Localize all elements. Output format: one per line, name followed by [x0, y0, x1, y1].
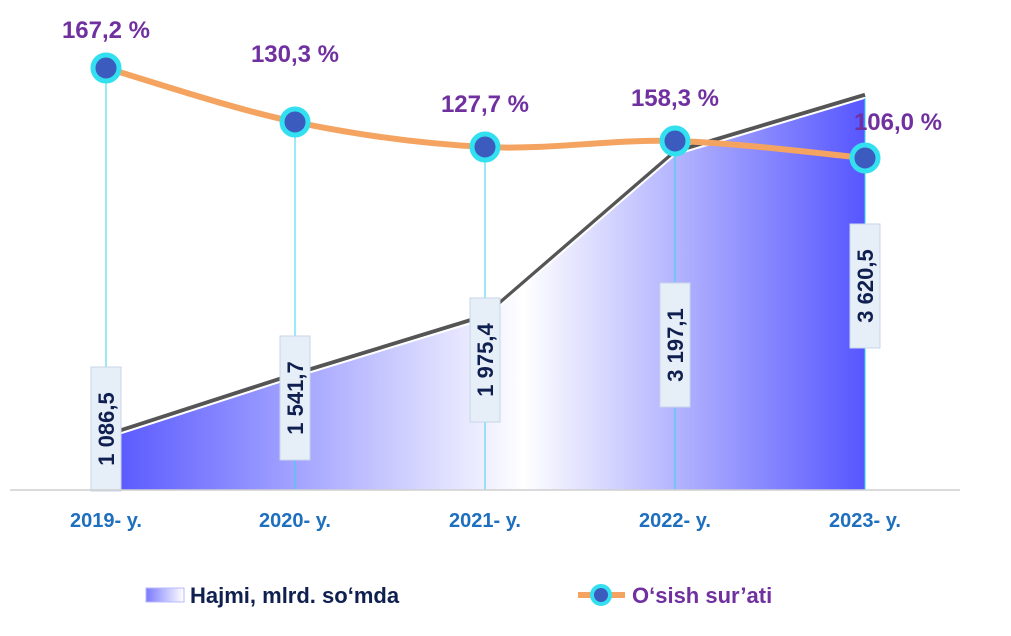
legend-swatch-growth-marker — [590, 584, 612, 606]
legend-label-volume: Hajmi, mlrd. so‘mda — [190, 583, 400, 608]
area-value-text: 1 975,4 — [473, 323, 498, 397]
area-value-text: 3 197,1 — [663, 308, 688, 381]
growth-rate-point — [90, 52, 122, 84]
growth-rate-point — [279, 106, 311, 138]
growth-rate-label: 130,3 % — [251, 41, 339, 68]
area-value-text: 1 086,5 — [94, 392, 119, 465]
area-value-box — [279, 335, 311, 461]
area-value-label: 1 975,4 — [469, 297, 501, 423]
x-tick-label: 2020- y. — [259, 510, 331, 532]
area-value-text: 3 620,5 — [853, 249, 878, 322]
area-value-label: 3 620,5 — [849, 223, 881, 349]
area-value-label: 1 541,7 — [279, 335, 311, 461]
growth-rate-point — [659, 125, 691, 157]
area-value-text: 1 541,7 — [283, 361, 308, 434]
legend-label-growth: O‘sish sur’ati — [632, 583, 772, 608]
x-tick-label: 2021- y. — [449, 510, 521, 532]
area-value-label: 1 086,5 — [90, 366, 122, 492]
area-value-box — [90, 366, 122, 492]
legend-swatch-volume — [145, 587, 185, 603]
area-value-box — [659, 282, 691, 408]
x-tick-label: 2019- y. — [70, 510, 142, 532]
area-value-box — [469, 297, 501, 423]
growth-rate-point — [469, 131, 501, 163]
growth-rate-label: 106,0 % — [854, 109, 942, 136]
area-value-label: 3 197,1 — [659, 282, 691, 408]
x-tick-label: 2023- y. — [829, 510, 901, 532]
area-value-box — [849, 223, 881, 349]
growth-rate-label: 167,2 % — [62, 17, 150, 44]
x-tick-label: 2022- y. — [639, 510, 711, 532]
growth-rate-label: 127,7 % — [441, 91, 529, 118]
growth-rate-label: 158,3 % — [631, 85, 719, 112]
growth-rate-point — [849, 142, 881, 174]
